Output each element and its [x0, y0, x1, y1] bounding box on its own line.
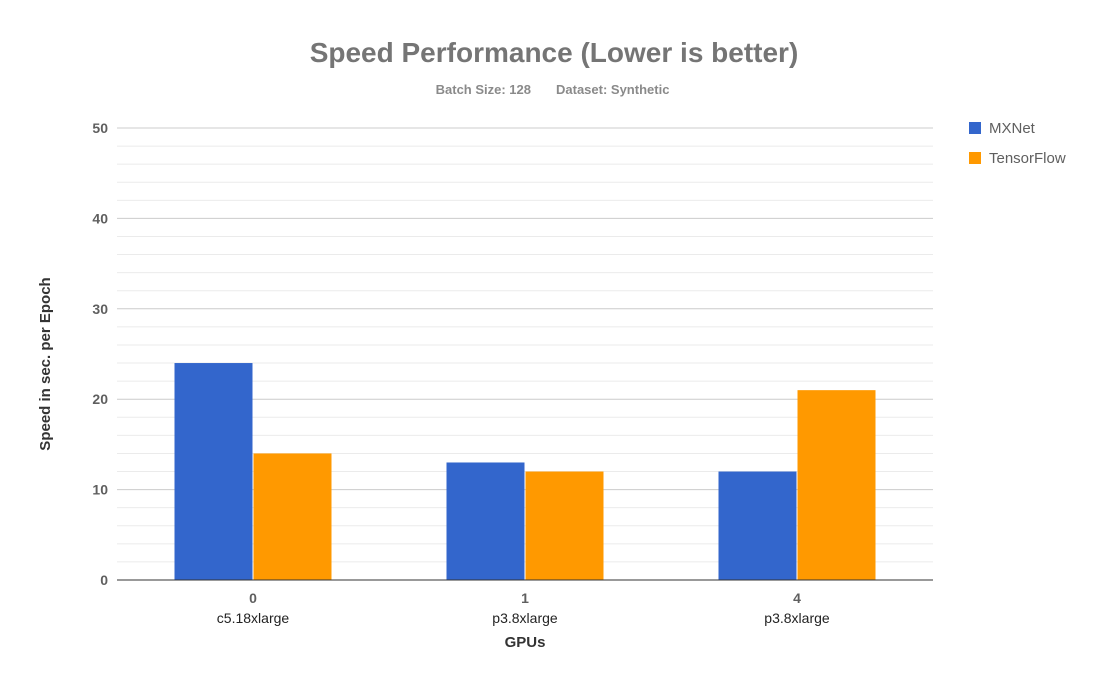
x-category-label: 1	[521, 590, 529, 606]
y-tick-label: 50	[92, 120, 108, 136]
x-category-sublabel: c5.18xlarge	[217, 610, 290, 626]
bars	[174, 363, 876, 580]
y-tick-label: 10	[92, 482, 108, 498]
bar-tensorflow-2	[797, 390, 876, 580]
y-tick-label: 40	[92, 210, 108, 226]
bar-tensorflow-1	[525, 471, 604, 580]
legend-label-mxnet: MXNet	[989, 120, 1036, 137]
x-category-label: 4	[793, 590, 801, 606]
y-axis-title: Speed in sec. per Epoch	[37, 277, 54, 450]
y-axis-ticks: 0 10 20 30 40 50	[92, 120, 108, 588]
legend-swatch-mxnet	[969, 122, 981, 134]
bar-mxnet-2	[718, 471, 797, 580]
x-axis-title: GPUs	[505, 634, 546, 651]
chart-title: Speed Performance (Lower is better)	[310, 37, 799, 68]
gridlines	[117, 127, 933, 563]
x-axis-categories: 0 c5.18xlarge 1 p3.8xlarge 4 p3.8xlarge	[217, 590, 830, 626]
legend-label-tensorflow: TensorFlow	[989, 150, 1066, 167]
chart-subtitle-dataset: Dataset: Synthetic	[556, 82, 669, 97]
x-category-sublabel: p3.8xlarge	[764, 610, 830, 626]
legend-swatch-tensorflow	[969, 152, 981, 164]
y-tick-label: 0	[100, 572, 108, 588]
bar-mxnet-0	[174, 363, 253, 580]
bar-tensorflow-0	[253, 453, 332, 580]
x-category-sublabel: p3.8xlarge	[492, 610, 558, 626]
x-category-label: 0	[249, 590, 257, 606]
chart-subtitle-batch-size: Batch Size: 128	[436, 82, 531, 97]
y-tick-label: 20	[92, 391, 108, 407]
bar-mxnet-1	[446, 462, 525, 580]
y-tick-label: 30	[92, 301, 108, 317]
legend: MXNet TensorFlow	[969, 120, 1066, 167]
